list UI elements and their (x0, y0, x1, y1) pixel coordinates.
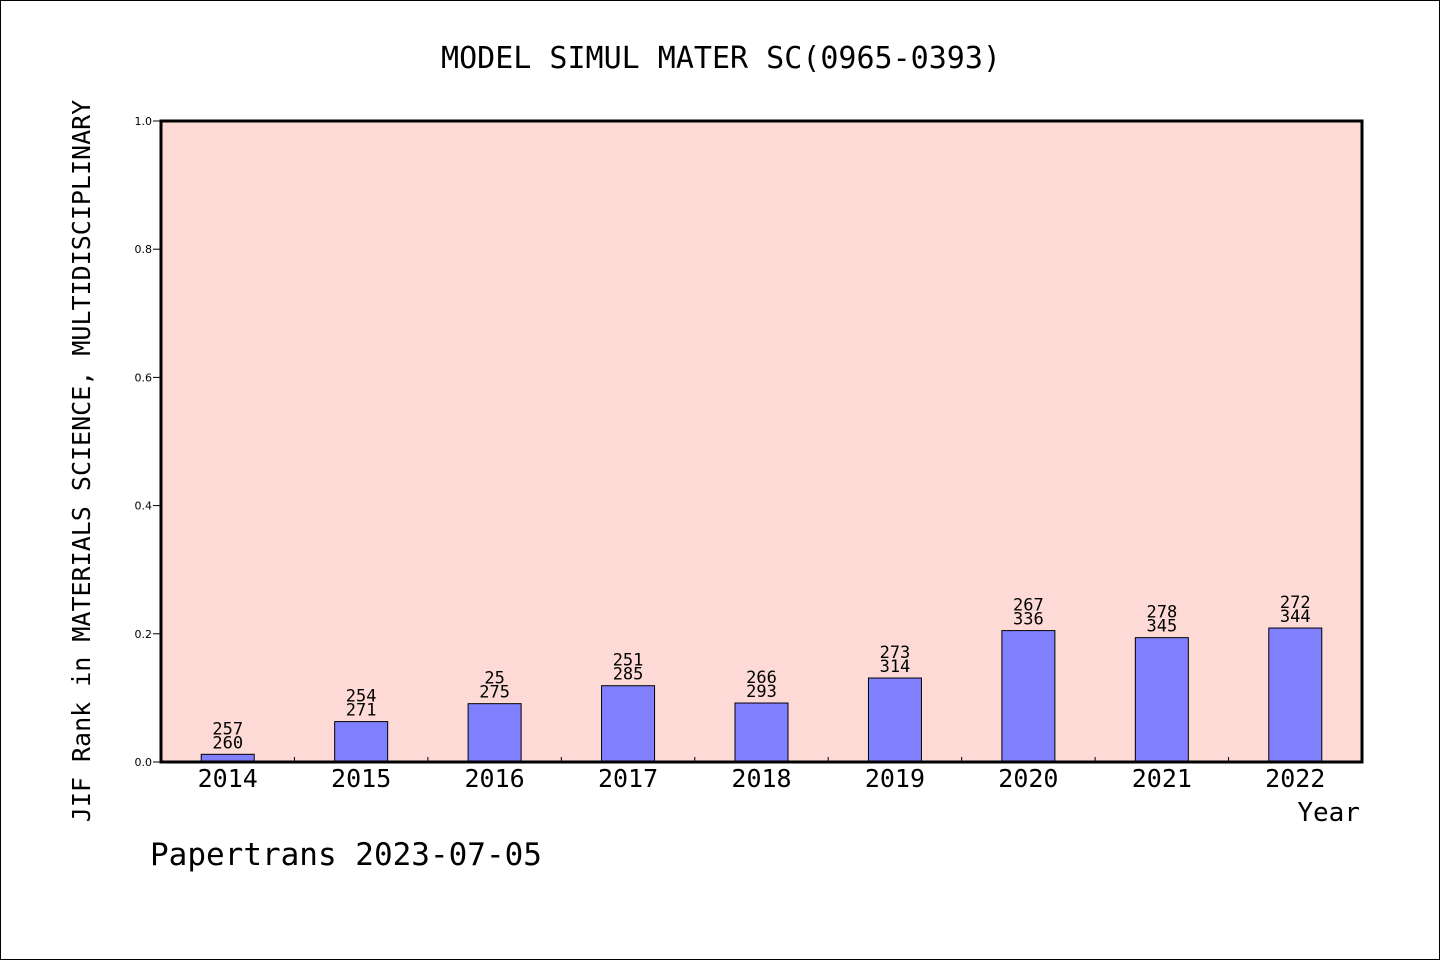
x-tick-label: 2015 (331, 764, 391, 793)
y-tick-label: 0.2 (135, 628, 153, 641)
bar (1268, 627, 1323, 763)
bar (467, 703, 522, 763)
bar (1134, 637, 1189, 763)
bar (601, 685, 656, 763)
chart-title: MODEL SIMUL MATER SC(0965-0393) (441, 41, 1001, 76)
x-tick-label: 2014 (198, 764, 258, 793)
plot-border (159, 119, 1364, 764)
credit-text: Papertrans 2023-07-05 (150, 837, 542, 873)
bar-label-top: 266 (746, 668, 777, 688)
x-axis-label: Year (1297, 798, 1360, 828)
bar-label-top: 267 (1013, 596, 1044, 616)
x-ticks: 2014 2015 2016 2017 2018 2019 2020 2021 2022 (198, 757, 1325, 793)
bar-label-bottom: 293 (746, 682, 777, 702)
bar-label-top: 273 (880, 643, 911, 663)
x-tick-label: 2017 (598, 764, 658, 793)
bar-label-bottom: 345 (1146, 617, 1177, 637)
y-ticks: 0.0 0.2 0.4 0.6 0.8 1.0 (135, 115, 161, 769)
x-tick-label: 2019 (865, 764, 925, 793)
x-tick-label: 2021 (1132, 764, 1192, 793)
y-tick-label: 0.8 (135, 243, 153, 256)
x-tick-label: 2018 (731, 764, 791, 793)
x-tick-label: 2020 (998, 764, 1058, 793)
bar (867, 677, 922, 763)
y-tick-label: 1.0 (135, 115, 153, 128)
bar-label-top: 254 (346, 687, 377, 707)
bar (734, 702, 789, 763)
bar (1001, 630, 1056, 763)
y-axis-label: JIF Rank in MATERIALS SCIENCE, MULTIDISC… (67, 100, 96, 822)
bar-label-bottom: 344 (1280, 607, 1311, 627)
bar-label-top: 272 (1280, 593, 1311, 613)
bar-label-top: 278 (1146, 603, 1177, 623)
bar-label-bottom: 260 (212, 733, 243, 753)
bar (334, 721, 389, 763)
y-tick-label: 0.6 (135, 371, 153, 384)
bar-label-top: 25 (484, 669, 504, 689)
bar-label-bottom: 314 (880, 657, 911, 677)
bar-label-top: 257 (212, 719, 243, 739)
bar-label-bottom: 336 (1013, 610, 1044, 630)
bar-label-bottom: 285 (613, 665, 644, 685)
x-tick-label: 2022 (1265, 764, 1325, 793)
y-tick-label: 0.0 (135, 756, 153, 769)
bar-label-bottom: 275 (479, 683, 510, 703)
y-tick-label: 0.4 (135, 500, 153, 513)
bar-label-bottom: 271 (346, 701, 377, 721)
bar-label-top: 251 (613, 651, 644, 671)
x-tick-label: 2016 (465, 764, 525, 793)
